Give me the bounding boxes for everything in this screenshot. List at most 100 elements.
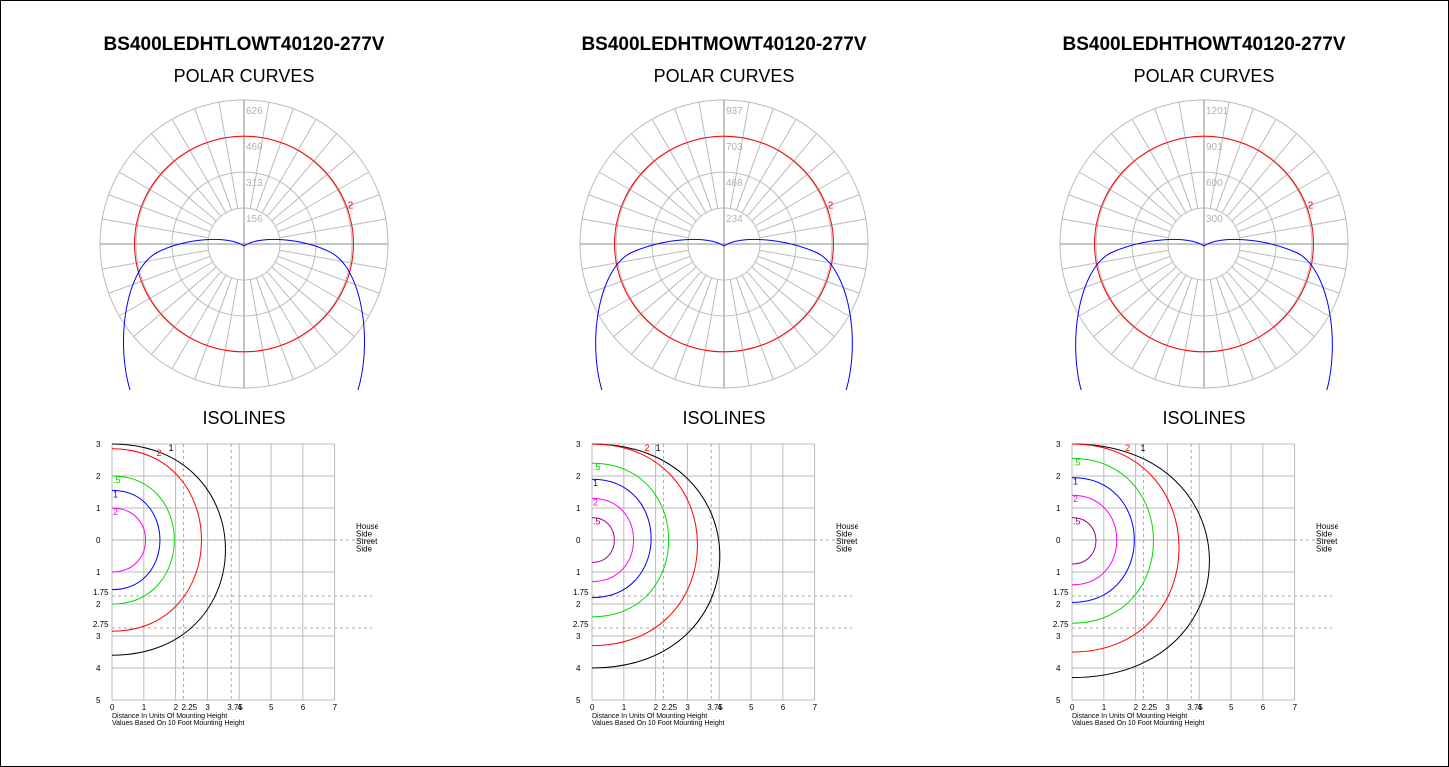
iso-y-tick: 0	[576, 536, 581, 545]
iso-y-tick: 3	[1056, 440, 1061, 449]
polar-spoke	[729, 279, 750, 386]
iso-y-tick: 3	[96, 440, 101, 449]
iso-side-label: Street	[356, 537, 378, 546]
polar-spoke	[255, 277, 294, 380]
iso-x-tick: 3	[1165, 703, 1170, 712]
polar-curve-blue	[123, 238, 365, 390]
polar-spoke	[1215, 277, 1254, 380]
polar-ring	[651, 171, 797, 317]
polar-spoke	[651, 119, 707, 214]
polar-spoke	[1068, 194, 1171, 233]
polar-spoke	[613, 151, 697, 222]
iso-side-label: Side	[356, 545, 373, 554]
polar-spoke	[1226, 133, 1297, 217]
iso-contour-label: 2	[1125, 443, 1130, 453]
polar-curve-label: 2	[348, 201, 354, 212]
polar-ring	[1059, 99, 1349, 389]
polar-spoke	[757, 255, 860, 294]
polar-spoke	[194, 108, 233, 211]
iso-y-tick: 5	[96, 696, 101, 705]
iso-contour	[591, 443, 721, 669]
iso-contour-label: .5	[113, 475, 121, 485]
iso-contour	[111, 443, 226, 656]
iso-x-tick: 1	[142, 703, 147, 712]
polar-curves-heading: POLAR CURVES	[1133, 66, 1275, 86]
iso-x-tick: 4	[1197, 703, 1202, 712]
iso-contour	[1071, 443, 1180, 653]
panel-title: BS400LEDHTLOWT40120-277V	[103, 34, 385, 55]
iso-y-tick: 2	[1056, 472, 1061, 481]
iso-y-tick: 2.75	[1053, 620, 1069, 629]
polar-spoke	[277, 194, 380, 233]
polar-ring	[1167, 207, 1241, 281]
iso-y-tick: 2.75	[93, 620, 109, 629]
iso-side-label: Side	[836, 530, 853, 539]
polar-spoke	[249, 279, 270, 386]
iso-x-tick: 7	[813, 703, 818, 712]
iso-y-tick: 3	[576, 632, 581, 641]
iso-x-caption: Distance In Units Of Mounting Height	[112, 713, 227, 720]
polar-ring-label: 1201	[1206, 106, 1229, 117]
iso-y-tick: 3	[96, 632, 101, 641]
polar-ring-label: 901	[1206, 142, 1223, 153]
isolines-heading: ISOLINES	[202, 408, 286, 428]
polar-spoke	[1209, 102, 1230, 209]
polar-spoke	[1079, 261, 1174, 317]
polar-spoke	[102, 218, 209, 239]
polar-spoke	[218, 102, 239, 209]
iso-y-tick: 2	[1056, 600, 1061, 609]
polar-spoke	[741, 119, 797, 214]
iso-side-label: Side	[1316, 545, 1333, 554]
iso-x-tick: 0	[590, 703, 595, 712]
polar-spoke	[582, 218, 689, 239]
polar-spoke	[1154, 277, 1193, 380]
polar-ring-label: 300	[1206, 214, 1223, 225]
polar-spoke	[599, 261, 694, 317]
polar-spoke	[631, 271, 702, 355]
polar-spoke	[698, 279, 719, 386]
iso-y-tick: 4	[96, 664, 101, 673]
polar-spoke	[735, 108, 774, 211]
iso-x-tick: 5	[749, 703, 754, 712]
polar-spoke	[1234, 171, 1329, 227]
iso-x-tick: 3.75	[227, 703, 243, 712]
polar-spoke	[729, 102, 750, 209]
iso-contour	[111, 448, 202, 632]
iso-y-tick: 1	[1056, 504, 1061, 513]
iso-contour-label: 1	[1140, 443, 1145, 453]
iso-x-tick: 2	[1134, 703, 1139, 712]
polar-spoke	[746, 133, 817, 217]
iso-contour	[1071, 517, 1097, 565]
iso-x-tick: 4	[717, 703, 722, 712]
polar-spoke	[171, 274, 227, 369]
polar-spoke	[1237, 194, 1340, 233]
iso-x-tick: 7	[1293, 703, 1298, 712]
iso-x-tick: 6	[1261, 703, 1266, 712]
iso-side-label: House	[1316, 522, 1338, 531]
iso-y-tick: 2	[576, 472, 581, 481]
polar-spoke	[102, 249, 209, 270]
polar-spoke	[274, 171, 369, 227]
polar-spoke	[741, 274, 797, 369]
iso-y-tick: 1	[96, 504, 101, 513]
polar-spoke	[274, 261, 369, 317]
polar-spoke	[1093, 151, 1177, 222]
iso-x-caption: Distance In Units Of Mounting Height	[1072, 713, 1187, 720]
polar-ring	[687, 207, 761, 281]
polar-spoke	[1079, 171, 1174, 227]
polar-spoke	[1093, 266, 1177, 337]
polar-ring	[579, 99, 869, 389]
iso-x-tick: 2	[654, 703, 659, 712]
iso-contour	[591, 478, 652, 599]
polar-ring-label: 600	[1206, 178, 1223, 189]
iso-side-label: House	[836, 522, 858, 531]
iso-y-tick: 2.75	[573, 620, 589, 629]
iso-x-caption: Values Based On 10 Foot Mounting Height	[1072, 720, 1205, 727]
polar-spoke	[735, 277, 774, 380]
iso-y-tick: 1	[96, 568, 101, 577]
iso-x-tick: 3.75	[707, 703, 723, 712]
iso-x-tick: 0	[1070, 703, 1075, 712]
iso-contour	[591, 443, 698, 647]
